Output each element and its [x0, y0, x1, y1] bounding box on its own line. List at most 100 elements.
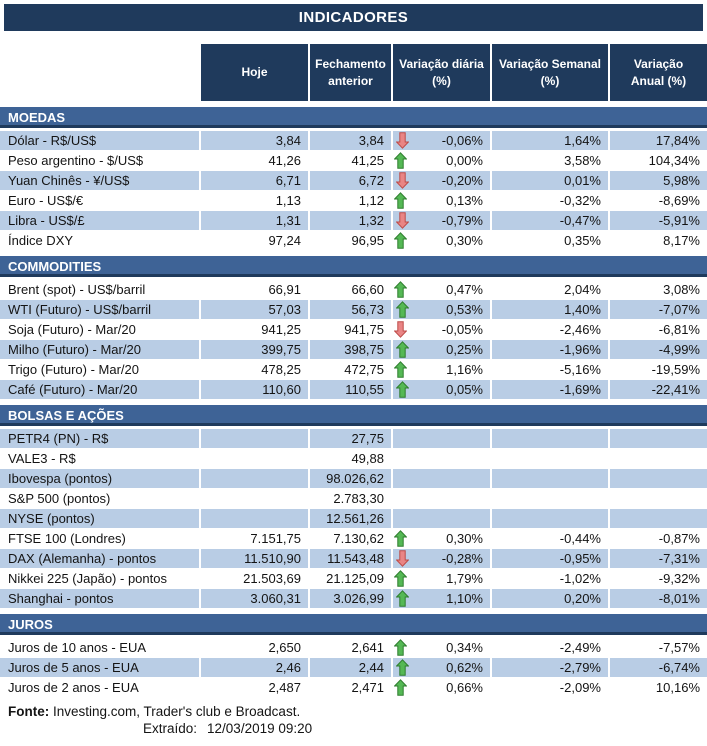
hoje-value: 478,25 [199, 360, 308, 379]
variacao-semanal-value: 0,20% [490, 589, 608, 608]
row-label: NYSE (pontos) [0, 509, 199, 528]
source-line: Fonte: Investing.com, Trader's club e Br… [0, 704, 707, 719]
row-label: Brent (spot) - US$/barril [0, 280, 199, 299]
down-arrow-icon [394, 321, 408, 339]
fechamento-anterior-value: 2,471 [308, 678, 391, 697]
empty-arrow-slot [396, 430, 410, 448]
variacao-diaria-cell [391, 429, 490, 448]
table-row: Libra - US$/£ 1,31 1,32 -0,79% -0,47% -5,91% [0, 211, 707, 230]
variacao-diaria-cell: 1,79% [391, 569, 490, 588]
fechamento-anterior-value: 66,60 [308, 280, 391, 299]
variacao-semanal-value: -2,79% [490, 658, 608, 677]
table-row: Juros de 10 anos - EUA 2,650 2,641 0,34% -2,… [0, 638, 707, 657]
variacao-anual-value: -7,57% [608, 638, 707, 657]
extracted-datetime: 12/03/2019 09:20 [207, 721, 313, 736]
up-arrow-icon [396, 590, 410, 608]
variacao-semanal-value [490, 489, 608, 508]
row-label: Juros de 10 anos - EUA [0, 638, 199, 657]
up-arrow-icon [394, 530, 408, 548]
variacao-anual-value: -19,59% [608, 360, 707, 379]
empty-arrow-slot [396, 470, 410, 488]
row-label: Peso argentino - $/US$ [0, 151, 199, 170]
section-header-juros: JUROS [0, 614, 707, 635]
variacao-diaria-cell [391, 509, 490, 528]
down-arrow-icon [396, 212, 410, 230]
fechamento-anterior-value: 27,75 [308, 429, 391, 448]
variacao-anual-value: -7,31% [608, 549, 707, 568]
variacao-anual-value: -6,74% [608, 658, 707, 677]
variacao-diaria-cell: -0,79% [391, 211, 490, 230]
variacao-semanal-value: 2,04% [490, 280, 608, 299]
row-label: WTI (Futuro) - US$/barril [0, 300, 199, 319]
variacao-diaria-value: 0,05% [446, 382, 483, 397]
variacao-diaria-cell: 0,13% [391, 191, 490, 210]
footer: Fonte: Investing.com, Trader's club e Br… [0, 704, 707, 736]
variacao-diaria-cell: 0,30% [391, 529, 490, 548]
variacao-semanal-value: -1,69% [490, 380, 608, 399]
variacao-semanal-value: 3,58% [490, 151, 608, 170]
table-row: Milho (Futuro) - Mar/20 399,75 398,75 0,25%… [0, 340, 707, 359]
up-arrow-icon [394, 639, 408, 657]
empty-arrow-slot [396, 510, 410, 528]
variacao-anual-value: -7,07% [608, 300, 707, 319]
hoje-value: 41,26 [199, 151, 308, 170]
row-label: S&P 500 (pontos) [0, 489, 199, 508]
row-label: Yuan Chinês - ¥/US$ [0, 171, 199, 190]
table-row: Índice DXY 97,24 96,95 0,30% 0,35% 8,17% [0, 231, 707, 250]
variacao-diaria-cell: 0,62% [391, 658, 490, 677]
variacao-diaria-cell: 0,30% [391, 231, 490, 250]
table-row: Brent (spot) - US$/barril 66,91 66,60 0,47%… [0, 280, 707, 299]
table-row: Trigo (Futuro) - Mar/20 478,25 472,75 1,16%… [0, 360, 707, 379]
variacao-anual-value [608, 449, 707, 468]
up-arrow-icon [394, 679, 408, 697]
variacao-anual-value: -6,81% [608, 320, 707, 339]
variacao-semanal-value: -2,46% [490, 320, 608, 339]
variacao-diaria-value: -0,28% [441, 551, 483, 566]
row-label: Trigo (Futuro) - Mar/20 [0, 360, 199, 379]
variacao-diaria-value: -0,05% [441, 322, 483, 337]
row-label: Shanghai - pontos [0, 589, 199, 608]
variacao-semanal-value: -1,02% [490, 569, 608, 588]
variacao-anual-value: -4,99% [608, 340, 707, 359]
fechamento-anterior-value: 110,55 [308, 380, 391, 399]
hoje-value: 97,24 [199, 231, 308, 250]
hoje-value [199, 489, 308, 508]
variacao-anual-value: -0,87% [608, 529, 707, 548]
hoje-value: 110,60 [199, 380, 308, 399]
variacao-diaria-cell: 0,53% [391, 300, 490, 319]
variacao-anual-value [608, 489, 707, 508]
variacao-anual-value: -5,91% [608, 211, 707, 230]
fechamento-anterior-value: 2,44 [308, 658, 391, 677]
row-label: Índice DXY [0, 231, 199, 250]
variacao-anual-value: 104,34% [608, 151, 707, 170]
fechamento-anterior-value: 11.543,48 [308, 549, 391, 568]
section-header-commodities: COMMODITIES [0, 256, 707, 277]
variacao-diaria-cell: -0,06% [391, 131, 490, 150]
variacao-diaria-value: 0,34% [446, 640, 483, 655]
section-header-bolsas-e-acoes: BOLSAS E AÇÕES [0, 405, 707, 426]
variacao-semanal-value: -0,95% [490, 549, 608, 568]
hoje-value: 2,46 [199, 658, 308, 677]
table-row: VALE3 - R$ 49,88 [0, 449, 707, 468]
variacao-semanal-value: -0,47% [490, 211, 608, 230]
variacao-diaria-cell [391, 489, 490, 508]
variacao-diaria-value: -0,20% [441, 173, 483, 188]
variacao-semanal-value: -0,44% [490, 529, 608, 548]
table-row: FTSE 100 (Londres) 7.151,75 7.130,62 0,30% -… [0, 529, 707, 548]
up-arrow-icon [396, 301, 410, 319]
hoje-value: 57,03 [199, 300, 308, 319]
hoje-value: 399,75 [199, 340, 308, 359]
row-label: Libra - US$/£ [0, 211, 199, 230]
variacao-semanal-value: 0,01% [490, 171, 608, 190]
down-arrow-icon [396, 172, 410, 190]
table-row: Euro - US$/€ 1,13 1,12 0,13% -0,32% -8,69% [0, 191, 707, 210]
hoje-value: 3.060,31 [199, 589, 308, 608]
table-row: S&P 500 (pontos) 2.783,30 [0, 489, 707, 508]
variacao-anual-value: -8,01% [608, 589, 707, 608]
fechamento-anterior-value: 1,32 [308, 211, 391, 230]
row-label: FTSE 100 (Londres) [0, 529, 199, 548]
hoje-value [199, 469, 308, 488]
fechamento-anterior-value: 472,75 [308, 360, 391, 379]
fechamento-anterior-value: 2.783,30 [308, 489, 391, 508]
down-arrow-icon [396, 550, 410, 568]
